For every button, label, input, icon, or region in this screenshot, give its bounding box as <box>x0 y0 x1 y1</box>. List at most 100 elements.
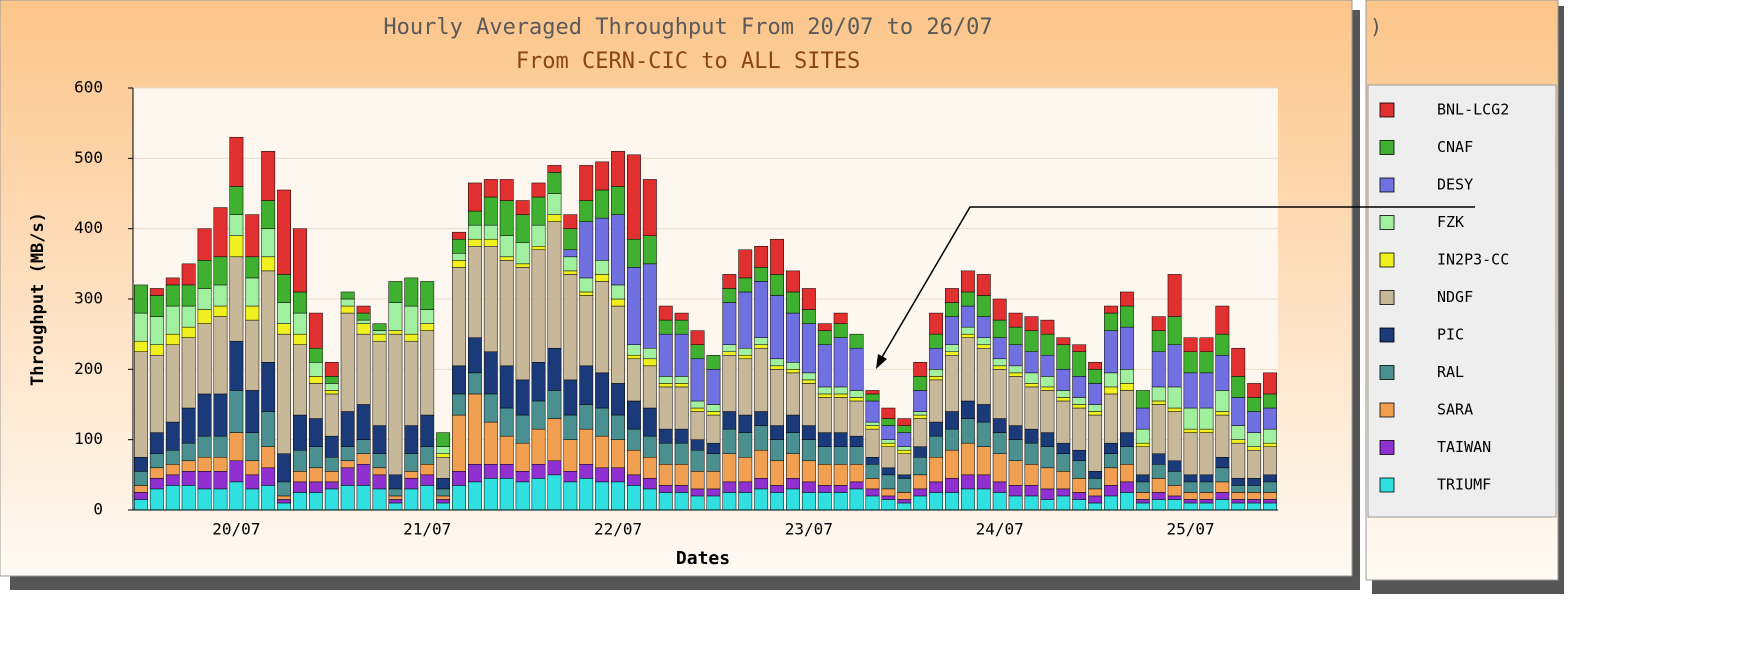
bar-segment <box>897 425 912 433</box>
bar-segment <box>833 323 848 338</box>
bar-segment <box>308 312 323 349</box>
bar-segment <box>627 428 641 451</box>
bar-segment <box>992 298 1007 321</box>
bar-segment <box>674 312 689 321</box>
bar-segment <box>786 291 800 314</box>
bar-segment <box>213 316 228 395</box>
bar-segment <box>1247 446 1262 451</box>
bar-segment <box>817 485 832 493</box>
bar-segment <box>308 492 323 511</box>
bar-segment <box>976 316 991 338</box>
bar-segment <box>579 165 594 201</box>
bar-segment <box>674 319 689 335</box>
bar-segment <box>595 217 610 261</box>
legend-swatch <box>1379 327 1395 343</box>
bar-segment <box>1215 333 1230 356</box>
bar-segment <box>1104 305 1118 314</box>
bar-segment <box>356 439 371 454</box>
bar-segment <box>674 492 689 511</box>
bar-segment <box>531 478 546 511</box>
bar-segment <box>627 449 641 476</box>
bar-segment <box>452 260 466 268</box>
bar-segment <box>770 485 784 493</box>
bar-segment <box>388 302 403 331</box>
bar-segment <box>1072 460 1087 479</box>
bar-segment <box>245 474 260 490</box>
bar-segment <box>1231 397 1246 426</box>
bar-segment <box>1231 502 1246 511</box>
bar-segment <box>1183 337 1198 352</box>
bar-segment <box>515 379 530 416</box>
bar-segment <box>945 411 959 430</box>
bar-segment <box>786 432 800 454</box>
bar-segment <box>420 414 435 447</box>
bar-segment <box>1151 386 1166 402</box>
bar-segment <box>1167 499 1182 511</box>
bar-segment <box>1024 386 1039 430</box>
bar-segment <box>483 238 498 247</box>
bar-segment <box>881 418 896 426</box>
bar-segment <box>324 362 339 377</box>
bar-segment <box>1263 428 1277 444</box>
bar-segment <box>960 326 975 335</box>
bar-segment <box>356 323 371 335</box>
bar-segment <box>929 457 944 483</box>
bar-segment <box>722 492 737 511</box>
bar-segment <box>1119 383 1134 391</box>
bar-segment <box>738 358 753 416</box>
bar-segment <box>563 270 578 275</box>
bar-segment <box>1263 499 1277 504</box>
bar-segment <box>642 435 657 458</box>
bar-segment <box>706 442 721 454</box>
bar-segment <box>1119 492 1134 511</box>
bar-segment <box>229 340 244 391</box>
legend-label: FZK <box>1437 213 1464 231</box>
legend-swatch <box>1379 177 1395 193</box>
bar-segment <box>467 210 482 226</box>
bar-segment <box>722 411 737 430</box>
bar-segment <box>897 499 912 504</box>
bar-segment <box>786 488 800 511</box>
bar-segment <box>1072 344 1087 353</box>
bar-segment <box>499 365 514 409</box>
bar-segment <box>1088 478 1103 490</box>
bar-segment <box>1056 369 1071 391</box>
bar-segment <box>1247 478 1262 486</box>
bar-segment <box>833 485 848 493</box>
bar-segment <box>770 369 784 426</box>
bar-segment <box>467 393 482 465</box>
bar-segment <box>1040 446 1055 469</box>
bar-segment <box>786 369 800 374</box>
bar-segment <box>277 502 292 511</box>
bar-segment <box>706 453 721 472</box>
bar-segment <box>579 200 594 222</box>
bar-segment <box>261 270 276 363</box>
bar-segment <box>261 256 276 272</box>
bar-segment <box>817 432 832 447</box>
bar-segment <box>1119 369 1134 384</box>
bar-segment <box>293 312 307 335</box>
bar-segment <box>674 428 689 444</box>
bar-segment <box>181 407 196 444</box>
bar-segment <box>770 365 784 370</box>
bar-segment <box>913 414 928 419</box>
bar-segment <box>134 492 148 500</box>
bar-segment <box>865 425 880 430</box>
bar-segment <box>1199 492 1214 500</box>
bar-segment <box>690 344 705 360</box>
bar-segment <box>372 333 387 342</box>
bar-segment <box>627 154 641 240</box>
bar-segment <box>722 274 737 289</box>
y-tick-label: 0 <box>93 500 103 519</box>
bar-segment <box>754 267 769 282</box>
bar-segment <box>833 492 848 511</box>
bar-segment <box>388 330 403 335</box>
bar-segment <box>611 214 625 286</box>
bar-segment <box>149 355 164 433</box>
bar-segment <box>642 457 657 479</box>
bar-segment <box>881 488 896 497</box>
bar-segment <box>690 400 705 409</box>
bar-segment <box>1072 407 1087 451</box>
bar-segment <box>483 478 498 511</box>
bar-segment <box>356 305 371 314</box>
